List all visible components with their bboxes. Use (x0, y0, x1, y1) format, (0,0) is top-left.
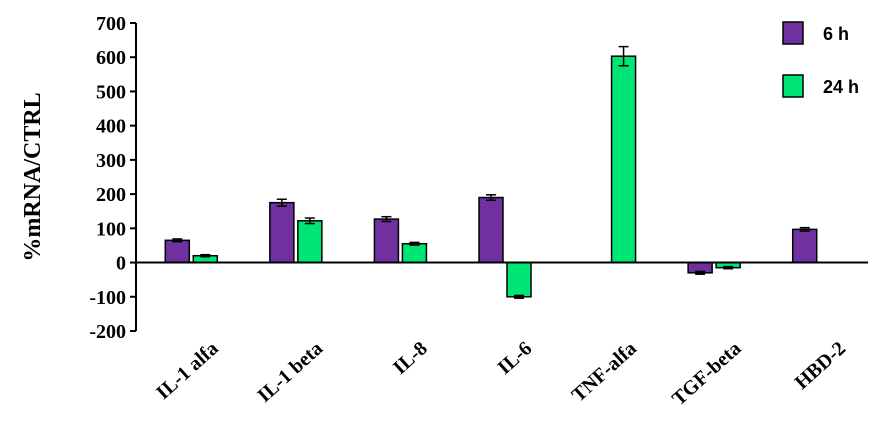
legend: 6 h 24 h (782, 21, 859, 98)
x-axis: IL-1 alfa IL-1 beta IL-8 IL-6 TNF-alfa TGF-be… (136, 261, 868, 410)
y-tick-label: 500 (96, 81, 126, 103)
bar (269, 201, 295, 264)
bar (610, 55, 637, 264)
y-axis-label: %mRNA/CTRL (20, 92, 46, 261)
bar (478, 196, 504, 264)
legend-swatch (782, 21, 804, 45)
y-tick-label: 0 (116, 253, 126, 275)
x-tick-label: IL-1 beta (253, 337, 327, 407)
y-tick-label: -100 (89, 287, 126, 309)
x-tick-label: IL-6 (494, 337, 537, 379)
legend-swatch (782, 74, 804, 98)
y-tick-label: 100 (96, 218, 126, 240)
y-tick-label: 200 (96, 184, 126, 206)
y-tick-label: 700 (96, 13, 126, 35)
bar (373, 218, 400, 264)
y-tick-label: -200 (89, 321, 126, 343)
bars (164, 45, 818, 299)
legend-label: 24 h (823, 77, 859, 97)
y-tick-label: 300 (96, 150, 126, 172)
y-axis: 700 600 500 400 300 200 100 0 -100 -200 (89, 13, 137, 343)
bar (164, 239, 191, 264)
legend-label: 6 h (823, 24, 849, 44)
bar (401, 242, 428, 264)
y-tick-label: 600 (96, 47, 126, 69)
bar (297, 220, 323, 264)
x-tick-label: TNF-alfa (568, 337, 641, 406)
bar (791, 228, 818, 264)
bar (506, 261, 532, 298)
x-tick-label: IL-8 (389, 337, 432, 379)
x-tick-label: IL-1 alfa (152, 337, 222, 404)
y-tick-label: 400 (96, 116, 126, 138)
x-tick-label: HBD-2 (791, 337, 850, 393)
x-tick-label: TGF-beta (668, 337, 745, 410)
